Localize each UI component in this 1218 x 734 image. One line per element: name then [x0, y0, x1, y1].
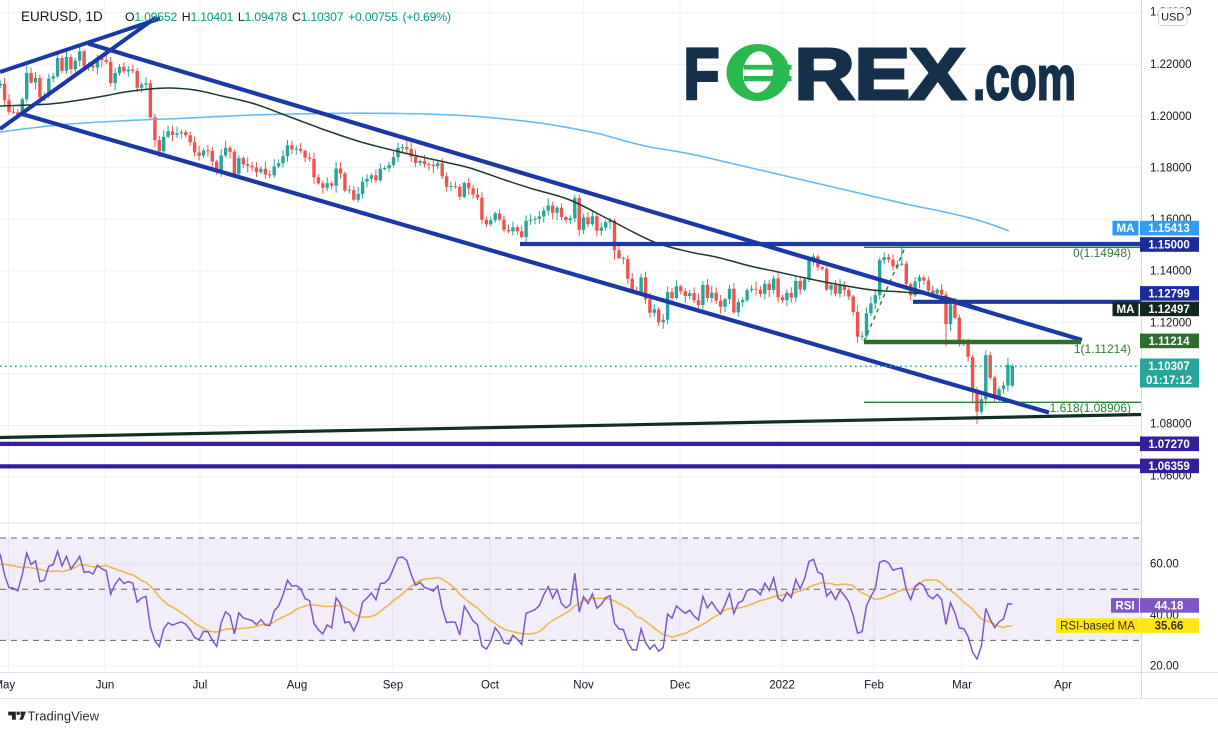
svg-text:1.12799: 1.12799: [1148, 288, 1190, 300]
svg-text:01:17:12: 01:17:12: [1146, 375, 1192, 387]
svg-text:1.10307: 1.10307: [1148, 361, 1190, 373]
svg-text:60.00: 60.00: [1150, 559, 1179, 571]
svg-text:1.15000: 1.15000: [1148, 240, 1190, 252]
svg-text:1.15413: 1.15413: [1148, 223, 1190, 235]
svg-text:44.18: 44.18: [1155, 600, 1184, 612]
svg-text:F: F: [684, 35, 720, 115]
svg-text:Dec: Dec: [670, 680, 691, 692]
svg-text:1.20000: 1.20000: [1150, 111, 1192, 123]
svg-text:May: May: [0, 680, 15, 692]
svg-text:1.07270: 1.07270: [1148, 439, 1190, 451]
svg-text:1.14000: 1.14000: [1150, 266, 1192, 278]
svg-text:EURUSD, 1D: EURUSD, 1D: [21, 9, 103, 24]
svg-text:Oct: Oct: [481, 680, 500, 692]
svg-text:1(1.11214): 1(1.11214): [1074, 342, 1131, 356]
svg-text:1.06000: 1.06000: [1150, 471, 1192, 483]
svg-text:Sep: Sep: [383, 680, 403, 692]
svg-text:1.11214: 1.11214: [1149, 336, 1191, 348]
svg-text:USD: USD: [1161, 12, 1184, 24]
svg-text:RSI-based MA: RSI-based MA: [1060, 621, 1135, 633]
svg-text:Mar: Mar: [952, 680, 972, 692]
svg-text:.com: .com: [973, 45, 1076, 114]
svg-text:1.06359: 1.06359: [1148, 461, 1190, 473]
svg-text:1.618(1.08906): 1.618(1.08906): [1050, 401, 1131, 415]
svg-text:MA: MA: [1117, 304, 1135, 316]
svg-text:35.66: 35.66: [1155, 621, 1184, 633]
svg-text:Apr: Apr: [1054, 680, 1072, 692]
svg-text:Feb: Feb: [864, 680, 884, 692]
svg-text:1.18000: 1.18000: [1150, 162, 1192, 174]
svg-text:Jun: Jun: [96, 680, 115, 692]
svg-text:Nov: Nov: [573, 680, 594, 692]
svg-text:2022: 2022: [769, 680, 795, 692]
svg-text:Jul: Jul: [193, 680, 208, 692]
svg-text:1.12000: 1.12000: [1150, 317, 1192, 329]
svg-text:RSI: RSI: [1115, 600, 1134, 612]
svg-text:Aug: Aug: [287, 680, 307, 692]
svg-text:20.00: 20.00: [1150, 661, 1179, 673]
svg-text:1.08000: 1.08000: [1150, 418, 1192, 430]
svg-text:MA: MA: [1117, 223, 1135, 235]
svg-text:0(1.14948): 0(1.14948): [1073, 246, 1131, 260]
svg-text:1.12497: 1.12497: [1148, 304, 1190, 316]
svg-text:O1.09552 H1.10401 L1.09478 C1.: O1.09552 H1.10401 L1.09478 C1.10307 +0.0…: [125, 10, 451, 24]
svg-text:TradingView: TradingView: [28, 708, 100, 723]
svg-text:1.22000: 1.22000: [1150, 59, 1192, 71]
svg-text:REX: REX: [795, 35, 966, 115]
